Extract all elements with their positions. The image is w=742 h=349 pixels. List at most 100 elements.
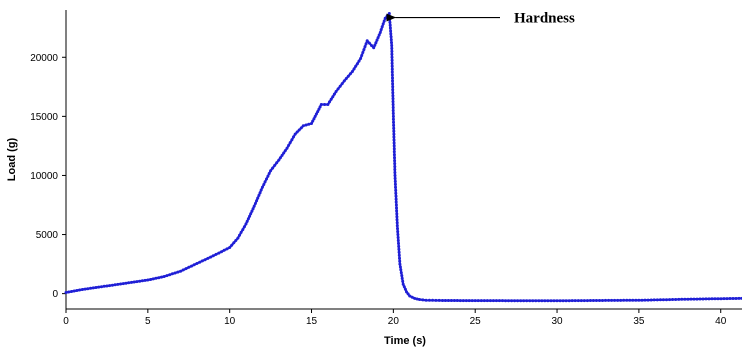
data-point xyxy=(130,280,133,284)
data-point xyxy=(393,156,396,160)
data-point xyxy=(394,191,398,195)
data-point xyxy=(393,182,397,186)
data-point xyxy=(434,298,438,302)
data-point xyxy=(643,298,647,302)
data-point xyxy=(394,197,398,201)
data-point xyxy=(403,287,407,291)
data-point xyxy=(392,126,396,130)
y-tick-label: 5000 xyxy=(36,230,59,241)
data-point xyxy=(389,29,393,33)
data-point xyxy=(394,188,398,192)
data-point xyxy=(437,298,441,302)
data-point xyxy=(610,298,614,302)
data-point xyxy=(187,265,191,269)
data-point xyxy=(392,129,396,133)
x-tick-label: 35 xyxy=(633,316,645,327)
data-point xyxy=(390,61,394,65)
data-point xyxy=(365,39,369,43)
data-point xyxy=(168,273,172,277)
data-point xyxy=(601,299,604,302)
data-point xyxy=(390,52,394,56)
data-point xyxy=(397,244,401,248)
data-point xyxy=(246,217,250,221)
data-point xyxy=(214,252,218,256)
data-point xyxy=(737,296,741,300)
data-point xyxy=(263,180,267,184)
data-point xyxy=(564,299,568,303)
data-point xyxy=(393,162,397,166)
data-point xyxy=(138,279,142,283)
data-point xyxy=(522,299,526,303)
data-point xyxy=(192,263,196,267)
data-point xyxy=(184,267,188,271)
data-point xyxy=(396,236,400,239)
data-point xyxy=(293,132,297,136)
data-point xyxy=(113,283,117,287)
data-point xyxy=(116,282,120,286)
series-group xyxy=(64,12,742,303)
data-point xyxy=(392,132,396,136)
data-point xyxy=(391,111,395,115)
data-point xyxy=(406,292,410,296)
data-point xyxy=(473,299,477,303)
data-point xyxy=(683,297,687,301)
data-point xyxy=(121,282,125,286)
data-point xyxy=(241,228,245,232)
data-point xyxy=(604,298,607,302)
data-point xyxy=(391,109,395,112)
data-point xyxy=(179,269,183,273)
data-point xyxy=(75,289,79,292)
data-point xyxy=(722,297,726,301)
data-point xyxy=(570,299,574,303)
data-point xyxy=(146,278,150,282)
data-point xyxy=(301,124,305,128)
data-point xyxy=(470,299,474,303)
data-point xyxy=(485,299,489,303)
data-point xyxy=(392,150,396,154)
data-point xyxy=(217,251,221,255)
data-point xyxy=(251,207,255,211)
data-point xyxy=(400,274,404,278)
data-point xyxy=(108,284,112,288)
data-point xyxy=(362,48,366,52)
data-point xyxy=(317,107,321,111)
data-point xyxy=(331,95,335,99)
data-point xyxy=(497,299,501,303)
data-point xyxy=(488,299,492,303)
data-point xyxy=(336,87,340,91)
data-point xyxy=(397,247,401,251)
data-point xyxy=(154,276,158,280)
data-point xyxy=(181,268,185,272)
data-point xyxy=(692,297,696,301)
data-point xyxy=(391,82,395,86)
data-point xyxy=(534,299,538,303)
x-tick-label: 25 xyxy=(470,316,482,327)
data-point xyxy=(165,274,169,278)
data-point xyxy=(390,44,394,47)
data-point xyxy=(267,172,271,175)
data-point xyxy=(326,103,330,106)
data-point xyxy=(464,299,468,303)
data-point xyxy=(637,298,641,302)
data-point xyxy=(402,285,406,289)
data-point xyxy=(373,43,377,47)
data-point xyxy=(332,92,336,96)
data-point xyxy=(394,203,398,207)
data-point xyxy=(72,289,76,293)
data-point xyxy=(100,285,103,289)
data-point xyxy=(494,299,498,303)
data-point xyxy=(410,295,414,299)
data-point xyxy=(579,299,583,303)
data-point xyxy=(479,299,483,303)
data-point xyxy=(260,185,264,189)
data-point xyxy=(190,264,193,268)
data-point xyxy=(359,57,363,60)
data-point xyxy=(392,147,396,151)
data-point xyxy=(195,262,199,265)
data-point xyxy=(576,299,580,303)
data-point xyxy=(543,299,547,303)
data-point xyxy=(555,299,559,303)
data-point xyxy=(719,297,723,301)
data-point xyxy=(222,248,226,252)
